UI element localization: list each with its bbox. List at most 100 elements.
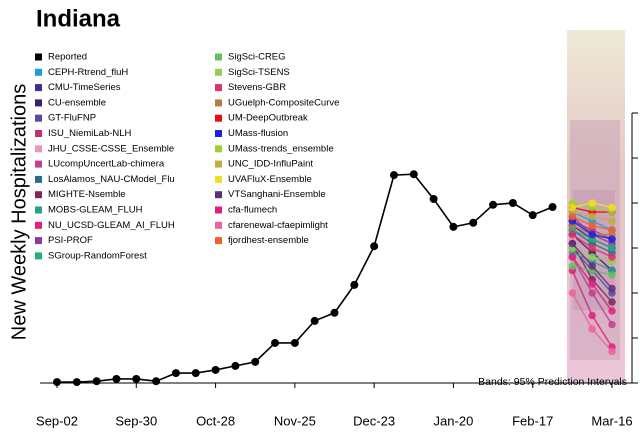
data-point bbox=[469, 218, 478, 227]
data-point bbox=[370, 242, 379, 251]
legend-swatch bbox=[215, 206, 222, 214]
legend-label: Reported bbox=[48, 52, 87, 63]
data-point bbox=[608, 253, 616, 261]
data-point bbox=[608, 307, 616, 315]
legend-swatch bbox=[35, 145, 42, 153]
legend-swatch bbox=[215, 221, 222, 229]
data-point bbox=[588, 212, 596, 221]
data-point bbox=[568, 239, 577, 248]
data-point bbox=[53, 378, 61, 387]
legend-swatch bbox=[35, 206, 42, 214]
legend-swatch bbox=[215, 53, 222, 61]
y-axis-label: New Weekly Hospitalizations bbox=[8, 84, 30, 340]
forecast-series bbox=[568, 230, 616, 261]
legend-label: CU-ensemble bbox=[48, 97, 106, 108]
data-point bbox=[608, 284, 616, 293]
data-point bbox=[608, 347, 616, 356]
x-tick-label: Dec-23 bbox=[353, 413, 395, 428]
data-point bbox=[608, 271, 616, 279]
data-point bbox=[449, 222, 458, 231]
legend-label: UMass-trends_ensemble bbox=[228, 143, 334, 154]
forecast-series bbox=[568, 253, 616, 315]
legend-swatch bbox=[215, 84, 222, 92]
data-point bbox=[568, 203, 577, 212]
data-point bbox=[588, 311, 596, 320]
annotation: Bands: 95% Prediction Intervals bbox=[478, 376, 627, 388]
legend-label: CMU-TimeSeries bbox=[48, 82, 121, 93]
data-point bbox=[290, 338, 299, 347]
data-point bbox=[330, 308, 339, 317]
legend-swatch bbox=[215, 237, 222, 245]
data-point bbox=[409, 170, 418, 179]
legend-swatch bbox=[35, 68, 42, 76]
data-point bbox=[608, 217, 616, 225]
legend-swatch bbox=[35, 99, 42, 107]
legend-swatch bbox=[35, 191, 42, 199]
legend-label: JHU_CSSE-CSSE_Ensemble bbox=[48, 143, 174, 154]
data-point bbox=[132, 374, 141, 383]
legend-label: GT-FluFNP bbox=[48, 113, 96, 124]
legend-label: cfarenewal-cfaepimlight bbox=[228, 220, 328, 231]
legend: Reported CEPH-Rtrend_fluH CMU-TimeSeries CU… bbox=[35, 52, 339, 261]
data-point bbox=[588, 262, 596, 270]
legend-label: fjordhest-ensemble bbox=[228, 235, 309, 246]
data-point bbox=[608, 298, 616, 306]
forecast-series bbox=[568, 199, 616, 212]
legend-label: ISU_NiemiLab-NLH bbox=[48, 128, 132, 139]
data-point bbox=[251, 357, 260, 366]
forecast-series bbox=[568, 289, 616, 356]
data-point bbox=[568, 289, 577, 297]
forecast-series bbox=[568, 239, 616, 293]
data-point bbox=[588, 230, 596, 239]
legend-label: Stevens-GBR bbox=[228, 82, 286, 93]
data-point bbox=[508, 199, 517, 207]
legend-swatch bbox=[215, 130, 222, 137]
legend-label: LUcompUncertLab-chimera bbox=[48, 159, 165, 170]
legend-label: UNC_IDD-InfluPaint bbox=[228, 159, 313, 170]
legend-swatch bbox=[215, 160, 222, 168]
legend-label: CEPH-Rtrend_fluH bbox=[48, 67, 128, 78]
data-point bbox=[588, 289, 596, 297]
legend-label: UM-DeepOutbreak bbox=[228, 113, 308, 124]
legend-swatch bbox=[35, 175, 42, 183]
data-point bbox=[588, 280, 596, 288]
data-point bbox=[112, 374, 121, 383]
data-point bbox=[608, 226, 616, 234]
data-point bbox=[72, 378, 81, 387]
data-point bbox=[310, 316, 319, 325]
legend-swatch bbox=[215, 175, 222, 183]
data-point bbox=[350, 280, 359, 289]
data-point bbox=[608, 235, 616, 243]
x-tick-label: Mar-16 bbox=[591, 413, 632, 428]
data-point bbox=[171, 369, 180, 378]
data-point bbox=[92, 377, 101, 386]
forecast-series bbox=[568, 212, 616, 234]
data-point bbox=[608, 320, 616, 329]
legend-swatch bbox=[35, 53, 42, 61]
legend-swatch bbox=[35, 130, 42, 137]
legend-swatch bbox=[215, 99, 222, 107]
legend-label: NU_UCSD-GLEAM_AI_FLUH bbox=[48, 220, 175, 231]
data-point bbox=[588, 221, 596, 230]
legend-label: UGuelph-CompositeCurve bbox=[228, 97, 339, 108]
data-point bbox=[489, 200, 498, 209]
data-point bbox=[588, 325, 596, 333]
legend-swatch bbox=[215, 145, 222, 153]
legend-swatch bbox=[35, 252, 42, 260]
data-point bbox=[588, 199, 596, 207]
legend-swatch bbox=[215, 191, 222, 199]
data-point bbox=[429, 194, 438, 203]
data-point bbox=[389, 171, 398, 180]
data-point bbox=[211, 365, 220, 374]
legend-label: SGroup-RandomForest bbox=[48, 250, 147, 261]
x-tick-label: Feb-17 bbox=[512, 413, 553, 428]
legend-label: PSI-PROF bbox=[48, 235, 93, 246]
data-point bbox=[231, 361, 240, 370]
data-point bbox=[548, 203, 557, 212]
legend-label: MIGHTE-Nsemble bbox=[48, 189, 126, 200]
data-point bbox=[191, 369, 200, 378]
x-tick-label: Jan-20 bbox=[434, 413, 474, 428]
legend-swatch bbox=[35, 221, 42, 229]
